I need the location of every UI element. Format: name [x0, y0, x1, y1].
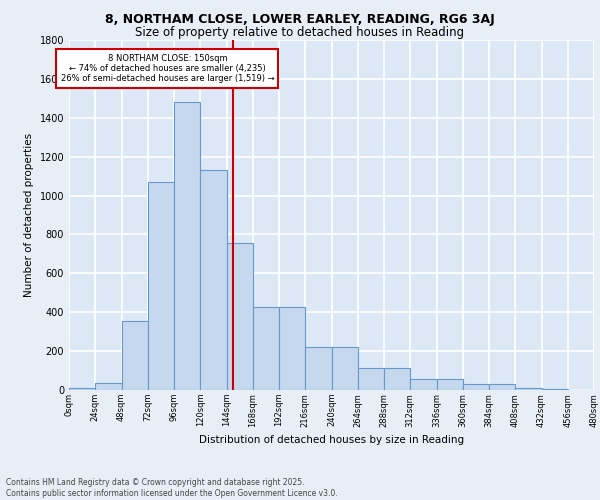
Text: Size of property relative to detached houses in Reading: Size of property relative to detached ho…	[136, 26, 464, 39]
Bar	[174, 102, 200, 390]
Y-axis label: Number of detached properties: Number of detached properties	[24, 133, 34, 297]
Bar	[305, 347, 331, 390]
Bar	[515, 388, 542, 390]
Bar	[69, 388, 95, 390]
Bar	[437, 380, 463, 390]
Text: 8 NORTHAM CLOSE: 150sqm
← 74% of detached houses are smaller (4,235)
26% of semi: 8 NORTHAM CLOSE: 150sqm ← 74% of detache…	[61, 54, 274, 84]
Bar	[148, 182, 174, 390]
X-axis label: Distribution of detached houses by size in Reading: Distribution of detached houses by size …	[199, 435, 464, 445]
Bar	[121, 321, 148, 390]
Bar	[358, 368, 384, 390]
Text: 8, NORTHAM CLOSE, LOWER EARLEY, READING, RG6 3AJ: 8, NORTHAM CLOSE, LOWER EARLEY, READING,…	[105, 12, 495, 26]
Bar	[200, 170, 227, 390]
Bar	[227, 243, 253, 390]
Bar	[463, 384, 489, 390]
Bar	[95, 382, 121, 390]
Bar	[331, 347, 358, 390]
Bar	[542, 389, 568, 390]
Bar	[253, 308, 279, 390]
Bar	[279, 308, 305, 390]
Bar	[410, 380, 437, 390]
Bar	[489, 384, 515, 390]
Bar	[384, 368, 410, 390]
Text: Contains HM Land Registry data © Crown copyright and database right 2025.
Contai: Contains HM Land Registry data © Crown c…	[6, 478, 338, 498]
